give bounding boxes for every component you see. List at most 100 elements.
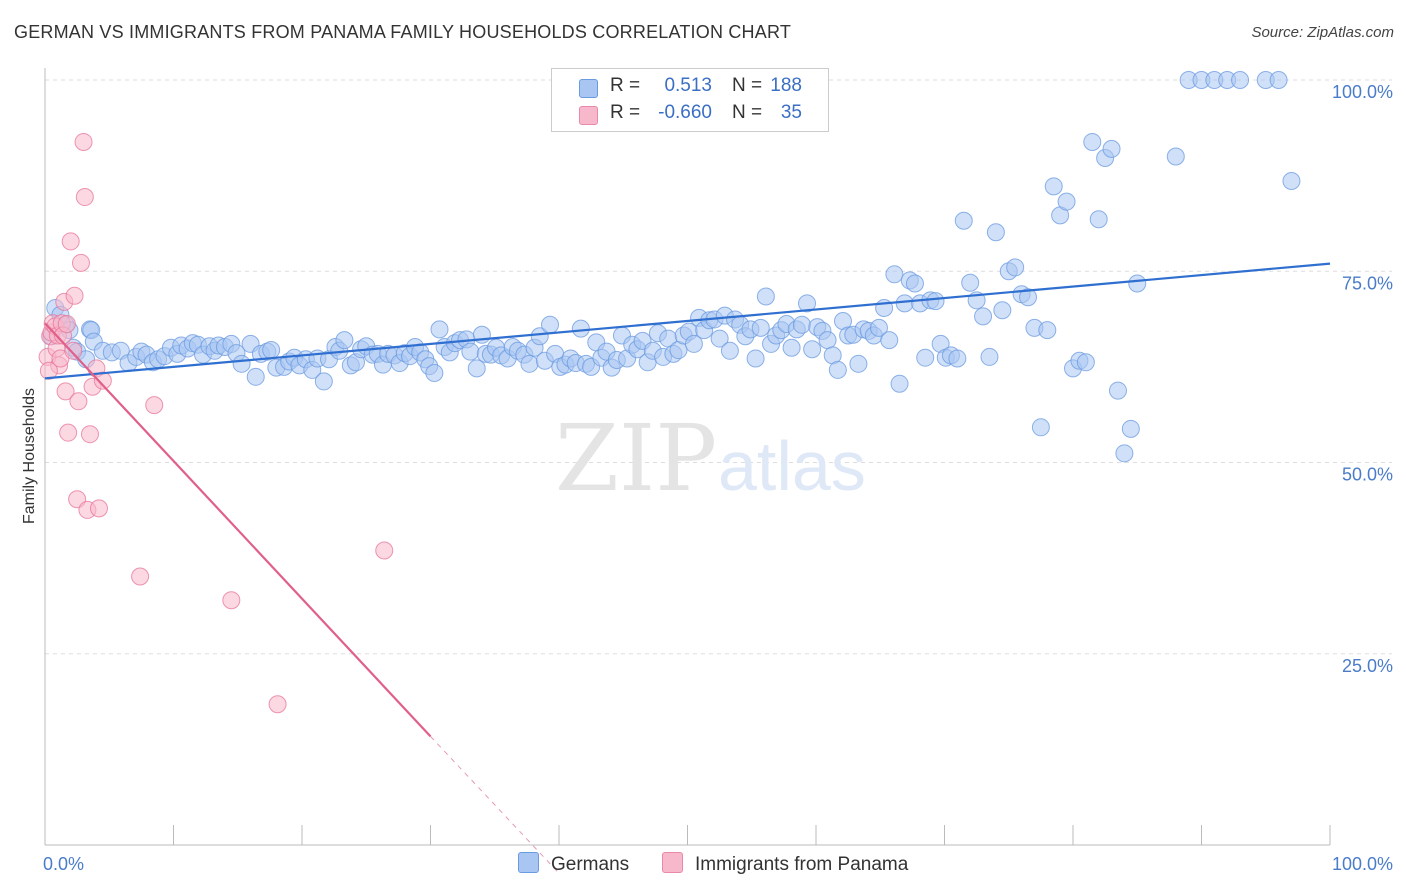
germans-point [430,320,449,339]
legend-swatch-panama [579,106,598,125]
germans-point [1108,381,1127,400]
legend-r-value: 0.513 [664,75,712,96]
panama-point [131,567,150,586]
germans-point [961,273,980,292]
panama-point [69,392,88,411]
x-tick-label: 100.0% [1332,854,1393,874]
germans-point [756,287,775,306]
legend-item-germans[interactable]: Germans [518,852,629,876]
germans-point [926,292,945,311]
germans-trend-line [44,262,1331,380]
legend-swatch-germans [579,79,598,98]
germans-point [751,318,770,337]
legend-label-germans: Germans [551,854,630,875]
germans-point [818,331,837,350]
panama-point [145,396,164,415]
panama-point [57,315,76,334]
tick-labels: 25.0% 50.0% 75.0% 100.0% 0.0% 100.0% [43,82,1393,874]
y-tick-label: 100.0% [1332,82,1393,102]
panama-trend-line [44,322,432,738]
legend-item-panama[interactable]: Immigrants from Panama [662,852,908,876]
germans-point [467,359,486,378]
germans-point [335,331,354,350]
watermark: ZIP [555,405,717,512]
germans-point [974,307,993,326]
germans-point [895,294,914,313]
germans-point [1128,274,1147,293]
germans-point [1031,418,1050,437]
watermark-atlas: atlas [718,427,866,505]
germans-point [782,338,801,357]
y-axis-label: Family Households [21,388,38,524]
panama-point [61,232,80,251]
germans-point [710,329,729,348]
panama-point [74,132,93,151]
panama-point [65,286,84,305]
germans-point [1121,419,1140,438]
panama-point [80,425,99,444]
chart-title: GERMAN VS IMMIGRANTS FROM PANAMA FAMILY … [14,22,792,42]
germans-point [993,301,1012,320]
germans-point [1083,132,1102,151]
legend-n-value: 188 [770,75,802,96]
germans-point [461,342,480,361]
germans-point [530,327,549,346]
legend-label-panama: Immigrants from Panama [695,854,909,875]
panama-point [222,591,241,610]
germans-point [746,349,765,368]
germans-point [885,265,904,284]
panama-point [56,382,75,401]
grid [45,79,1392,655]
legend-swatch-germans [518,852,539,873]
panama-point [268,695,287,714]
germans-point [1089,210,1108,229]
germans-point [905,274,924,293]
stats-legend: R = 0.513 N = 188 R = -0.660 N = 35 [551,68,829,132]
x-tick-label: 0.0% [43,854,84,874]
germans-point [1057,192,1076,211]
germans-point [980,347,999,366]
y-tick-label: 25.0% [1342,656,1393,676]
germans-point [1102,139,1121,158]
germans-point [1166,147,1185,166]
germans-point [948,349,967,368]
legend-swatch-panama [662,852,683,873]
germans-point [541,315,560,334]
germans-point [684,334,703,353]
panama-trend-extension [430,736,560,874]
legend-r-value: -0.660 [658,102,712,123]
legend-r-label: R = [610,75,641,96]
legend-n-label: N = [732,75,763,96]
germans-point [232,354,251,373]
germans-point [798,294,817,313]
germans-point [262,341,281,360]
panama-point [89,499,108,518]
germans-point [803,340,822,359]
y-tick-label: 75.0% [1342,273,1393,293]
germans-point [849,354,868,373]
germans-point [828,360,847,379]
germans-point [425,363,444,382]
legend-n-value: 35 [780,102,802,123]
series-panama [38,132,394,714]
legend-row-germans: R = 0.513 N = 188 [552,73,828,101]
germans-point [1115,444,1134,463]
germans-point [1282,171,1301,190]
germans-point [1038,321,1057,340]
panama-point [59,423,78,442]
source-label: Source: ZipAtlas.com [1251,24,1394,41]
panama-point [64,341,83,360]
germans-point [880,331,899,350]
germans-point [246,367,265,386]
germans-point [1006,258,1025,277]
germans-point [1269,71,1288,89]
panama-point [39,361,58,380]
germans-point [520,354,539,373]
germans-point [792,315,811,334]
germans-point [571,319,590,338]
germans-point [720,341,739,360]
panama-point [75,188,94,207]
germans-point [954,211,973,230]
germans-point [890,374,909,393]
